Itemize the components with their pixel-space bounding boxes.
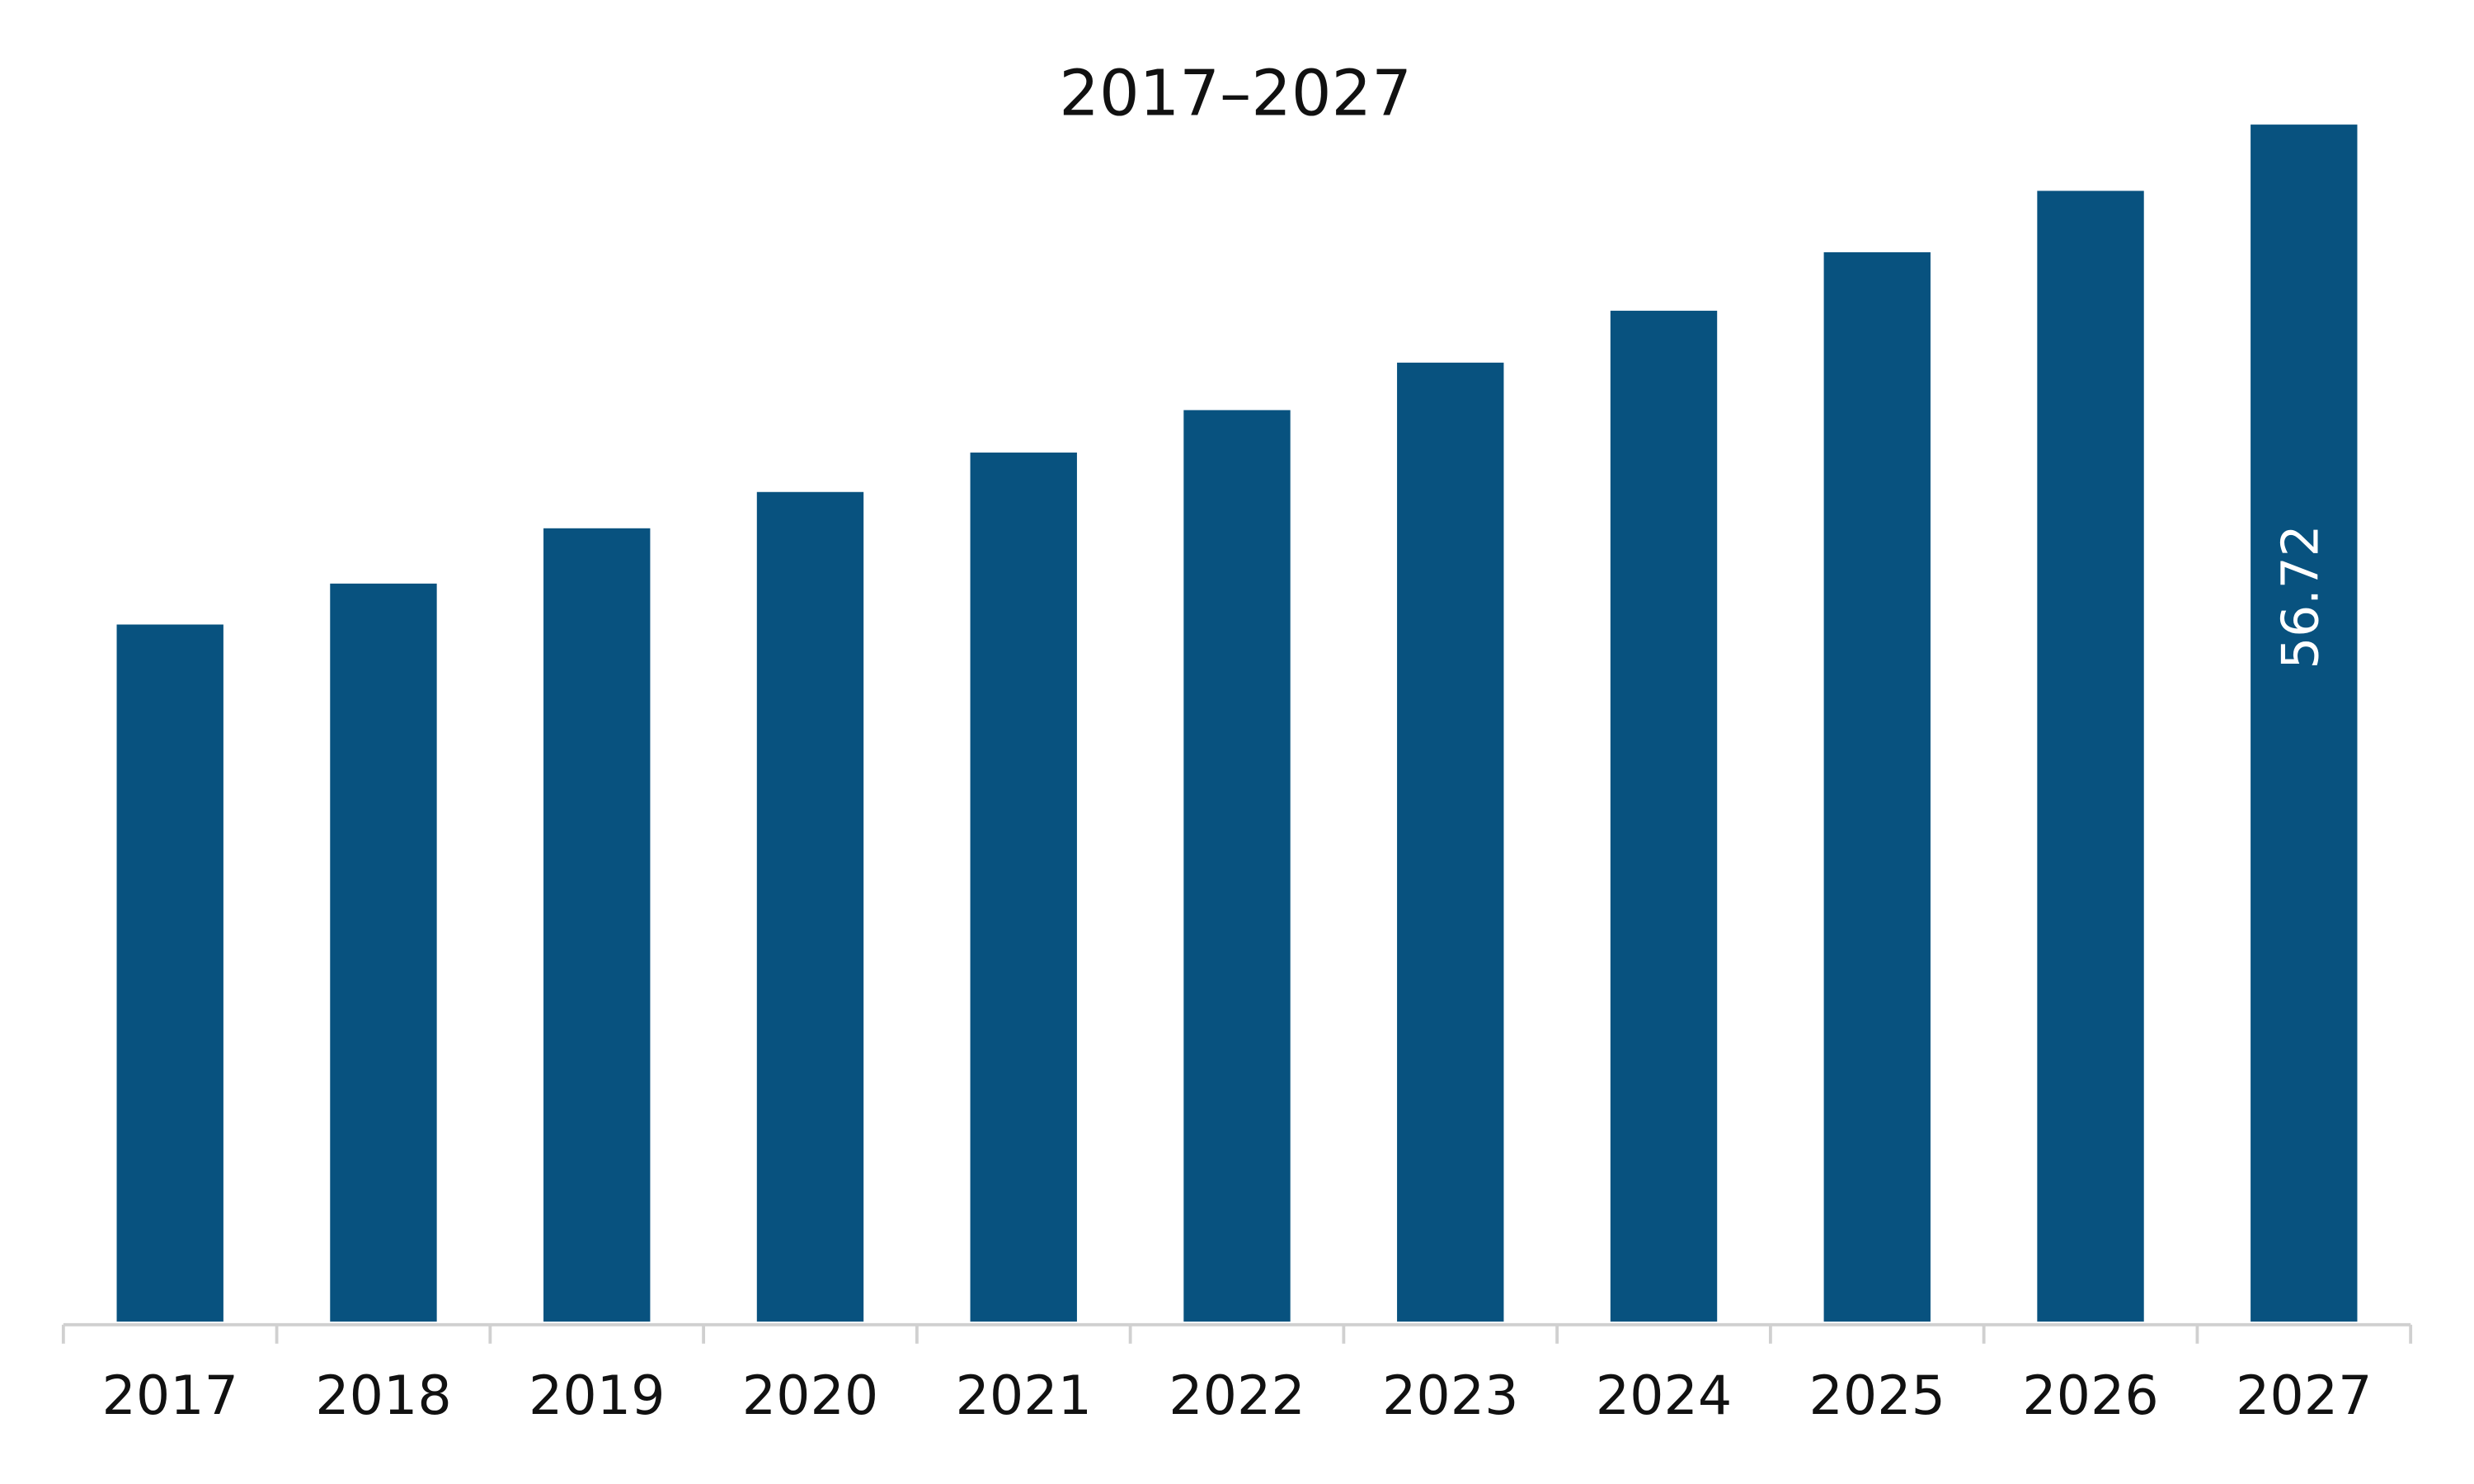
x-tick-label: 2019 <box>529 1365 665 1427</box>
x-tick-label: 2023 <box>1382 1365 1518 1427</box>
x-tick-label: 2026 <box>2022 1365 2158 1427</box>
bar <box>970 452 1077 1322</box>
x-tick-label: 2022 <box>1169 1365 1305 1427</box>
bar <box>2037 190 2144 1322</box>
bar <box>543 528 651 1322</box>
chart-title: 2017–2027 <box>1059 58 1412 131</box>
x-tick-label: 2024 <box>1596 1365 1732 1427</box>
x-tick-label: 2021 <box>956 1365 1092 1427</box>
bar <box>116 624 223 1322</box>
bar <box>330 583 437 1322</box>
bar <box>2251 124 2358 1322</box>
x-tick-label: 2018 <box>315 1365 451 1427</box>
bar <box>756 491 864 1322</box>
bar <box>1397 362 1504 1322</box>
bar <box>1183 410 1291 1322</box>
bar <box>1823 251 1931 1322</box>
x-tick-label: 2027 <box>2236 1365 2372 1427</box>
x-tick-label: 2020 <box>742 1365 878 1427</box>
value-label: 56.72 <box>2271 524 2330 669</box>
x-tick-label: 2025 <box>1809 1365 1945 1427</box>
x-tick-label: 2017 <box>101 1365 238 1427</box>
bar <box>1610 310 1718 1322</box>
